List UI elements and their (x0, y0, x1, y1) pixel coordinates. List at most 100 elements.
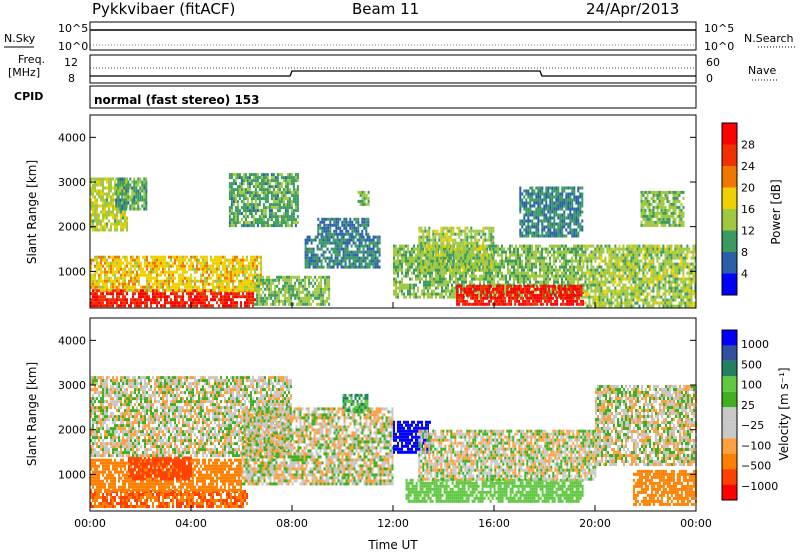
power-cell (312, 256, 315, 260)
power-cell (495, 259, 497, 263)
power-cell (260, 215, 263, 219)
power-cell (130, 276, 132, 280)
power-cell (108, 301, 110, 305)
power-cell (296, 290, 299, 294)
power-cell (417, 253, 419, 257)
power-cell (94, 279, 96, 283)
power-cell (92, 189, 94, 193)
power-cell (228, 292, 230, 296)
power-cell (322, 250, 325, 254)
power-cell (565, 265, 567, 269)
power-cell (510, 302, 513, 306)
power-cell (488, 290, 491, 294)
power-cell (228, 282, 230, 286)
power-cell (160, 258, 162, 262)
power-cell (131, 201, 134, 205)
power-cell (472, 265, 475, 269)
power-cell (282, 176, 285, 180)
power-cell (114, 298, 116, 302)
power-cell (577, 247, 579, 251)
power-cell (216, 258, 218, 262)
power-cell (512, 296, 515, 300)
power-cell (254, 284, 257, 288)
power-cell (282, 203, 285, 207)
power-cell (120, 301, 122, 305)
power-cell (280, 173, 283, 177)
power-cell (464, 238, 467, 242)
power-cell (272, 173, 275, 177)
power-cell (505, 253, 507, 257)
power-cell (573, 271, 575, 275)
power-cell (524, 284, 527, 288)
power-cell (314, 253, 317, 257)
power-cell (507, 265, 509, 269)
power-cell (374, 244, 377, 248)
power-cell (143, 177, 146, 181)
power-cell (150, 255, 152, 259)
power-cell (324, 256, 327, 260)
power-cell (292, 194, 295, 198)
power-cell (482, 290, 485, 294)
power-cell (119, 198, 122, 202)
power-cell (262, 194, 265, 198)
power-cell (476, 262, 479, 266)
power-cell (180, 282, 182, 286)
power-cell (140, 285, 142, 289)
power-cell (102, 228, 104, 232)
power-cell (328, 278, 331, 282)
power-cell (476, 232, 479, 236)
power-cell (214, 270, 216, 274)
power-cell (365, 232, 368, 236)
power-cell (286, 278, 289, 282)
power-cell (204, 267, 206, 271)
power-cell (296, 287, 299, 291)
power-cell (322, 302, 325, 306)
power-cell (290, 212, 293, 216)
power-cell (464, 226, 467, 230)
power-cell (158, 288, 160, 292)
power-cell (112, 267, 114, 271)
power-cell (254, 200, 257, 204)
power-cell (338, 262, 341, 266)
power-cell (266, 185, 269, 189)
power-cell (268, 287, 271, 291)
power-cell (456, 284, 459, 288)
power-cell (347, 232, 350, 236)
power-cell (435, 277, 437, 281)
power-cell (335, 220, 338, 224)
power-cell (427, 295, 429, 299)
power-cell (329, 232, 332, 236)
power-cell (495, 271, 497, 275)
power-cell (292, 209, 295, 213)
power-cell (168, 270, 170, 274)
power-cell (106, 264, 108, 268)
power-cell (286, 176, 289, 180)
power-cell (188, 264, 190, 268)
power-cell (526, 293, 529, 297)
power-cell (340, 262, 343, 266)
power-cell (488, 265, 491, 269)
power-cell (110, 292, 112, 296)
power-cell (355, 229, 358, 233)
power-cell (135, 201, 138, 205)
power-cell (202, 258, 204, 262)
power-cell (162, 295, 164, 299)
power-cell (112, 289, 114, 293)
power-cell (254, 197, 257, 201)
power-cell (284, 185, 287, 189)
power-cell (131, 186, 134, 190)
power-cell (145, 180, 148, 184)
power-cell (100, 285, 102, 289)
power-cell (238, 258, 240, 262)
power-cell (581, 265, 583, 269)
power-cell (326, 275, 329, 279)
power-cell (431, 283, 433, 287)
power-cell (498, 290, 501, 294)
power-cell (117, 204, 120, 208)
power-cell (446, 250, 449, 254)
power-cell (204, 261, 206, 265)
power-cell (482, 265, 485, 269)
power-cell (521, 204, 524, 208)
power-cell (436, 262, 439, 266)
power-cell (476, 229, 479, 233)
